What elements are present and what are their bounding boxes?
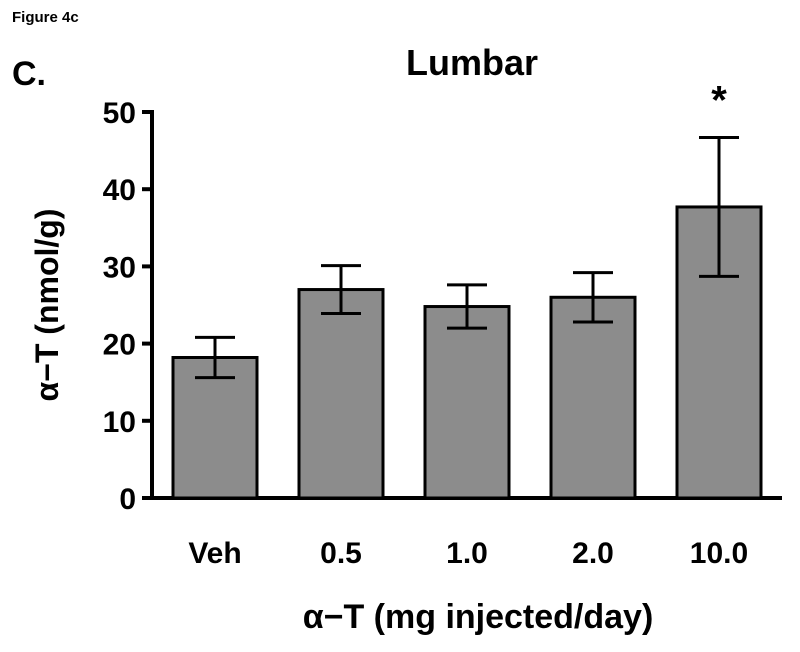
chart-title: Lumbar: [406, 42, 538, 83]
x-tick-label: 0.5: [320, 537, 362, 570]
bar: [297, 288, 385, 500]
x-tick-label: 10.0: [690, 537, 748, 570]
x-tick-label: Veh: [188, 537, 241, 570]
plot-area: 0 10 20 30 40 50 Veh 0.5 1.0 2.0 10.0 *: [103, 78, 782, 570]
bar: [423, 305, 511, 500]
x-axis-label: α−T (mg injected/day): [303, 598, 654, 636]
y-axis-label: α−T (nmol/g): [29, 209, 65, 402]
y-tick-label: 0: [119, 483, 136, 516]
panel-label: C.: [12, 55, 46, 93]
y-tick-label: 20: [103, 329, 136, 362]
x-tick-label: 2.0: [572, 537, 614, 570]
figure-label: Figure 4c: [12, 9, 79, 26]
bar: [549, 295, 637, 500]
y-tick-label: 10: [103, 406, 136, 439]
y-tick-label: 30: [103, 251, 136, 284]
significance-marker: *: [711, 78, 727, 122]
x-tick-label: 1.0: [446, 537, 488, 570]
y-tick-label: 50: [103, 97, 136, 130]
y-tick-label: 40: [103, 174, 136, 207]
bar: [171, 355, 259, 500]
